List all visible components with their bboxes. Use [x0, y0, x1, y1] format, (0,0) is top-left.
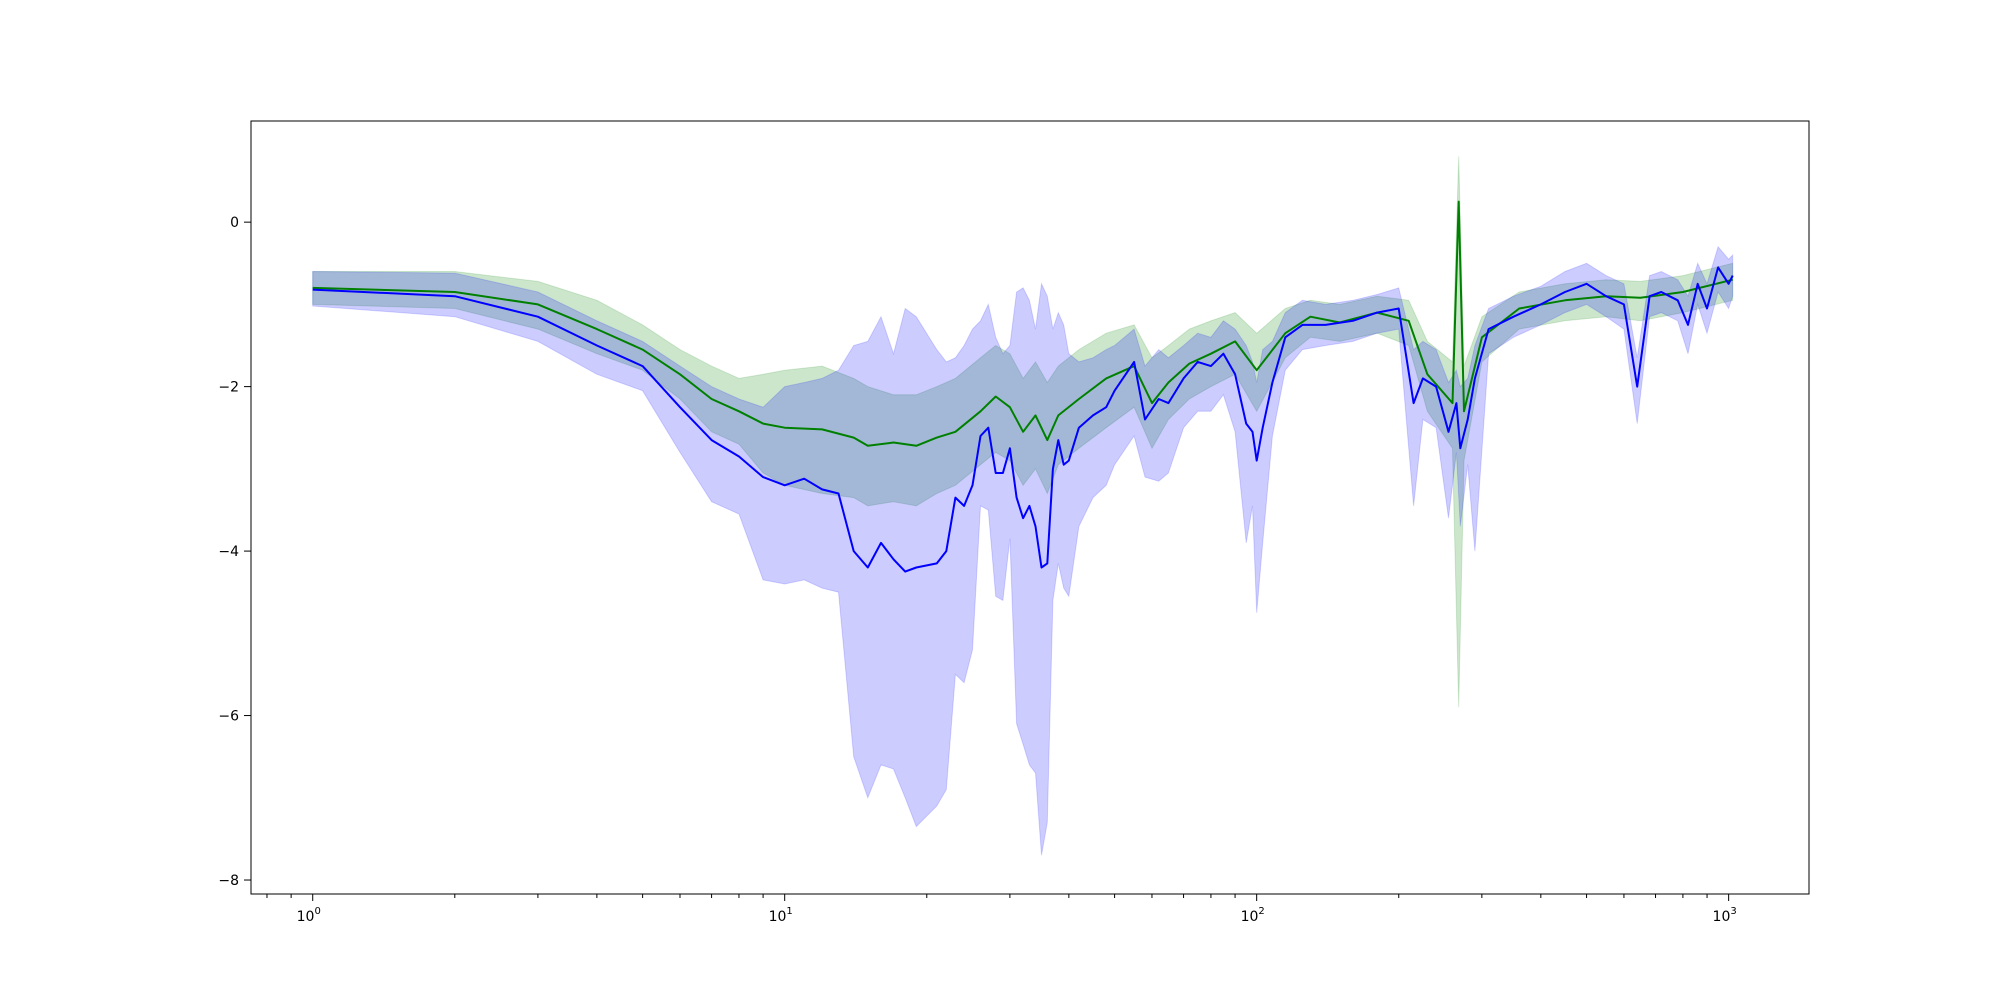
y-tick-label: −6 [218, 709, 239, 725]
x-tick-label: 100 [297, 906, 321, 925]
y-tick-label: −4 [218, 544, 239, 560]
y-tick-label: −8 [218, 873, 239, 889]
series-1-line [312, 200, 1733, 447]
series-2-line [312, 266, 1734, 573]
y-axis: 0 −2 −4 −6 −8 [218, 215, 251, 889]
y-tick-label: −2 [218, 380, 239, 396]
x-tick-label: 101 [769, 906, 793, 925]
x-tick-label: 103 [1713, 906, 1737, 925]
axes-frame [250, 120, 1810, 895]
y-tick-label: 0 [230, 215, 239, 231]
x-tick-label: 102 [1241, 906, 1265, 925]
series-lines [312, 200, 1734, 573]
x-axis: 100 101 102 103 [266, 894, 1737, 925]
series-2-band [312, 245, 1734, 856]
confidence-bands [312, 156, 1734, 856]
